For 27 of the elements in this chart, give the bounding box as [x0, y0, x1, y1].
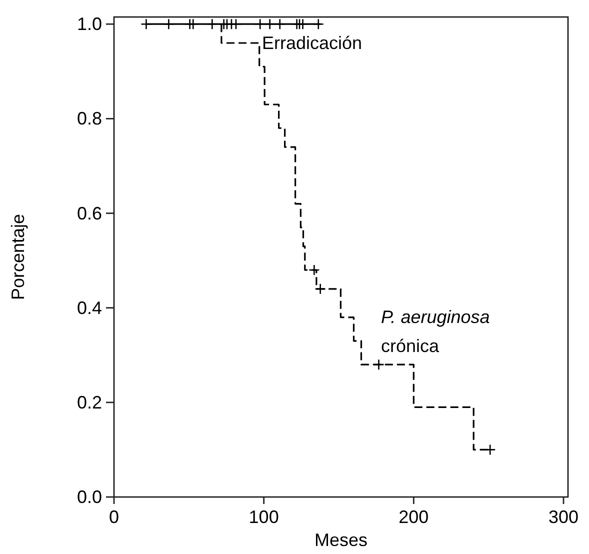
x-axis-title: Meses	[314, 530, 368, 550]
annotation: P. aeruginosa	[381, 307, 490, 327]
x-tick-label: 300	[548, 507, 579, 527]
point	[297, 18, 308, 30]
y-tick-label: 0.6	[76, 203, 102, 224]
x-tick-label: 100	[248, 507, 279, 527]
point	[274, 18, 286, 30]
point	[187, 18, 199, 30]
point	[254, 18, 266, 30]
annotation: crónica	[381, 336, 440, 356]
x-tick-label: 200	[398, 507, 429, 527]
point	[264, 18, 276, 30]
point	[206, 18, 218, 30]
y-axis-title: Porcentaje	[8, 214, 28, 300]
point	[140, 18, 152, 30]
y-tick-label: 0.0	[76, 487, 102, 507]
point	[373, 358, 384, 370]
point	[312, 18, 324, 30]
y-tick-label: 0.4	[76, 298, 102, 318]
x-tick-label: 0	[108, 507, 120, 527]
y-tick-label: 0.8	[76, 108, 102, 129]
point	[308, 264, 320, 276]
point	[163, 18, 174, 30]
y-tick-label: 1.0	[76, 14, 102, 34]
point	[314, 283, 326, 295]
y-tick-label: 0.2	[76, 392, 102, 412]
annotation: Erradicación	[262, 33, 362, 53]
